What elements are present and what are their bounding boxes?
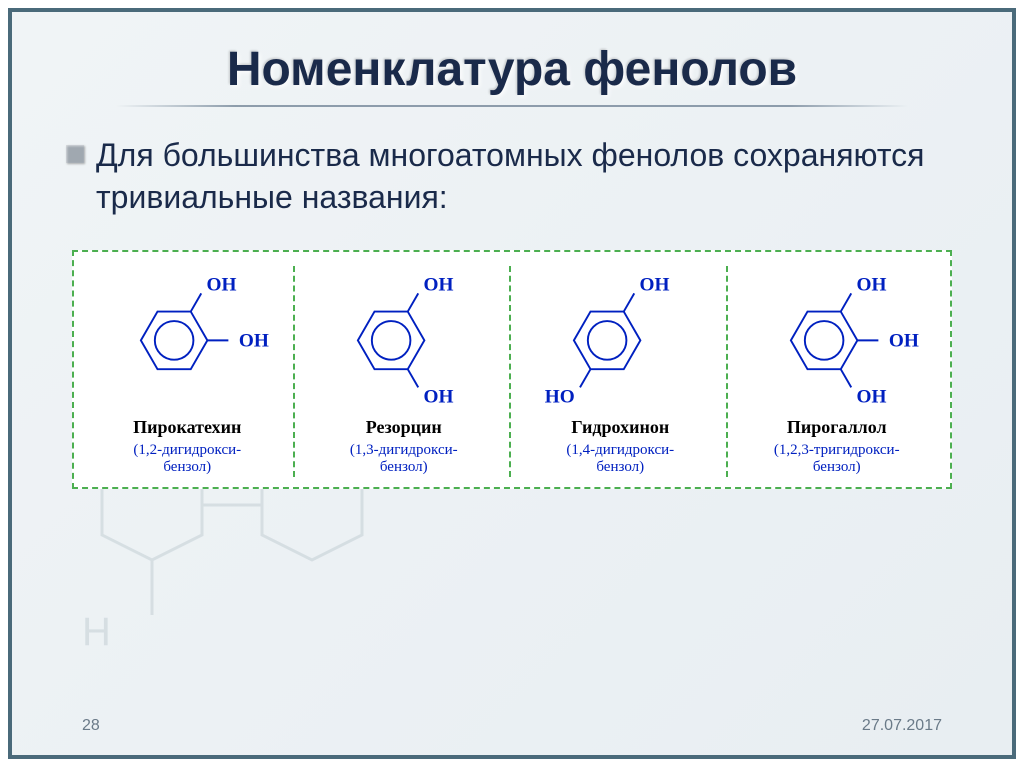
molecule-trivial-name: Гидрохинон (519, 417, 722, 438)
svg-text:OH: OH (640, 275, 670, 296)
subtitle-row: Для большинства многоатомных фенолов сох… (62, 135, 962, 218)
subtitle-text: Для большинства многоатомных фенолов сох… (96, 135, 962, 218)
molecule-trivial-name: Пирокатехин (86, 417, 289, 438)
slide-frame: H N Номенклатура фенолов Для большинства… (8, 8, 1016, 759)
molecule-cell: OH OH Пирокатехин (1,2-дигидрокси- бензол… (82, 266, 295, 477)
svg-text:HO: HO (545, 387, 575, 406)
page-number: 28 (82, 717, 100, 735)
slide-content: Номенклатура фенолов Для большинства мно… (12, 12, 1012, 755)
svg-text:OH: OH (207, 275, 237, 296)
molecules-box: OH OH Пирокатехин (1,2-дигидрокси- бензол… (72, 250, 952, 489)
svg-text:OH: OH (856, 387, 886, 406)
slide-title: Номенклатура фенолов (62, 42, 962, 97)
molecule-iupac-name: (1,2-дигидрокси- бензол) (86, 442, 289, 477)
molecule-trivial-name: Резорцин (303, 417, 506, 438)
title-underline (116, 105, 908, 107)
molecule-structure: OH OH (86, 266, 289, 406)
molecule-cell: OH OH OH Пирогаллол (1,2,3-тригидрокси- бе… (732, 266, 943, 477)
svg-text:OH: OH (423, 275, 453, 296)
slide-date: 27.07.2017 (862, 717, 942, 735)
svg-text:OH: OH (239, 331, 269, 352)
svg-text:OH: OH (423, 387, 453, 406)
molecule-structure: OH OH (303, 266, 506, 406)
molecule-trivial-name: Пирогаллол (736, 417, 939, 438)
molecule-iupac-name: (1,2,3-тригидрокси- бензол) (736, 442, 939, 477)
bullet-icon (66, 145, 84, 163)
molecule-iupac-name: (1,4-дигидрокси- бензол) (519, 442, 722, 477)
slide-footer: 28 27.07.2017 (12, 717, 1012, 735)
molecule-iupac-name: (1,3-дигидрокси- бензол) (303, 442, 506, 477)
molecule-cell: OH HO Гидрохинон (1,4-дигидрокси- бензол) (515, 266, 728, 477)
svg-text:OH: OH (888, 331, 918, 352)
molecule-cell: OH OH Резорцин (1,3-дигидрокси- бензол) (299, 266, 512, 477)
molecule-structure: OH HO (519, 266, 722, 406)
svg-text:OH: OH (856, 275, 886, 296)
molecule-structure: OH OH OH (736, 266, 939, 406)
molecules-row: OH OH Пирокатехин (1,2-дигидрокси- бензол… (82, 266, 942, 477)
